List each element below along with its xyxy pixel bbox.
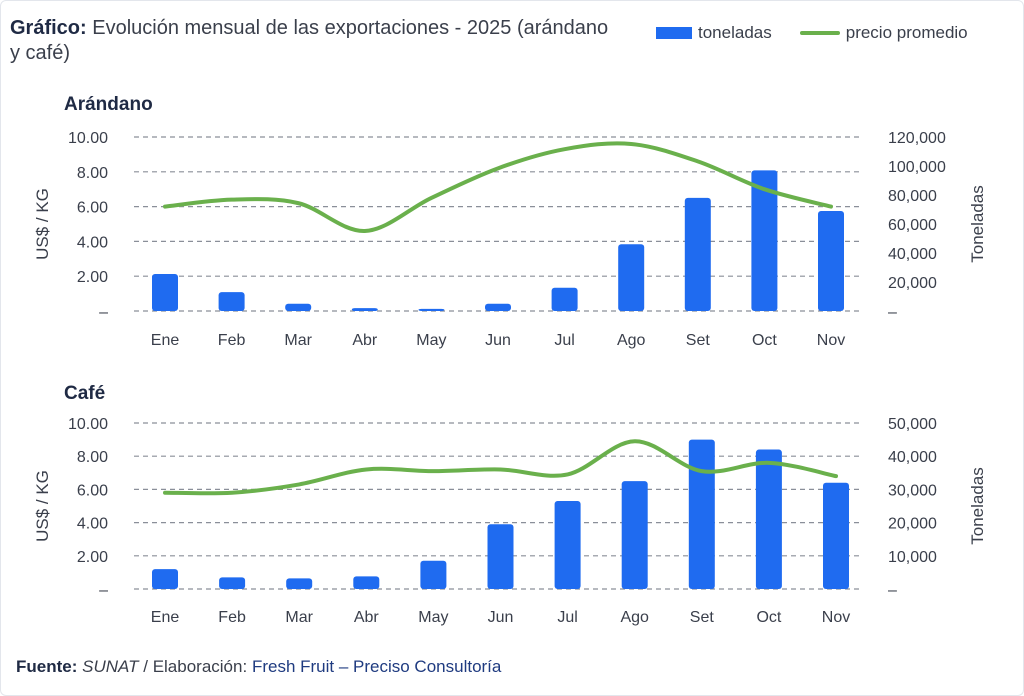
title-text: Evolución mensual de las exportaciones -… (10, 17, 609, 64)
category-label: Abr (354, 609, 380, 626)
category-label: Jun (488, 609, 514, 626)
category-label: Nov (817, 332, 845, 349)
bar-toneladas (688, 439, 715, 589)
right-tick-label: 30,000 (888, 482, 937, 499)
line-precio-promedio (163, 439, 838, 496)
right-tick-label: – (888, 304, 897, 321)
left-tick-label: – (99, 304, 108, 321)
y-axis-title: US$ / KG (33, 188, 52, 260)
bar-toneladas (285, 303, 312, 311)
bar-toneladas (551, 287, 578, 311)
category-label: Set (686, 332, 711, 349)
category-label: Mar (284, 332, 312, 349)
right-tick-label: 40,000 (888, 246, 937, 263)
category-label: Jul (557, 609, 577, 626)
left-tick-label: 6.00 (77, 200, 108, 217)
category-label: Feb (218, 332, 246, 349)
source-value: SUNAT (82, 657, 139, 676)
bar-toneladas (554, 501, 581, 589)
elab-label: Elaboración: (152, 657, 248, 676)
category-label: Jul (554, 332, 574, 349)
left-tick-label: 8.00 (77, 449, 108, 466)
bar-toneladas (420, 560, 447, 589)
left-tick-label: 8.00 (77, 165, 108, 182)
right-tick-label: 100,000 (888, 159, 946, 176)
bar-toneladas (218, 292, 245, 311)
bar-toneladas (755, 449, 782, 589)
category-label: Jun (485, 332, 511, 349)
left-tick-label: 10.00 (68, 130, 108, 147)
y2-axis-title: Toneladas (968, 467, 987, 545)
right-tick-label: 50,000 (888, 416, 937, 433)
bar-toneladas (418, 308, 445, 311)
left-tick-label: 2.00 (77, 269, 108, 286)
left-tick-label: 4.00 (77, 516, 108, 533)
category-label: May (416, 332, 446, 349)
category-label: Ene (151, 332, 180, 349)
category-label: Ene (151, 609, 180, 626)
subchart-title: Arándano (64, 94, 153, 115)
right-tick-label: 120,000 (888, 130, 946, 147)
legend-bar-swatch (656, 27, 692, 39)
legend: toneladas precio promedio (656, 22, 968, 44)
category-label: Set (690, 609, 715, 626)
bar-toneladas (351, 308, 378, 311)
source-separator: / (143, 657, 148, 676)
bar-toneladas (618, 244, 645, 311)
bar-toneladas (353, 576, 380, 589)
bar-toneladas (487, 524, 514, 589)
subchart-title: Café (64, 383, 105, 404)
right-tick-label: 20,000 (888, 275, 937, 292)
title-prefix: Gráfico: (10, 17, 87, 39)
category-label: Ago (617, 332, 646, 349)
bar-toneladas (621, 481, 648, 589)
left-tick-label: 6.00 (77, 482, 108, 499)
left-tick-label: – (99, 582, 108, 599)
left-tick-label: 2.00 (77, 549, 108, 566)
right-tick-label: 60,000 (888, 217, 937, 234)
right-tick-label: – (888, 582, 897, 599)
right-tick-label: 40,000 (888, 449, 937, 466)
category-label: May (418, 609, 448, 626)
bar-toneladas (818, 210, 844, 311)
chart-title: Gráfico: Evolución mensual de las export… (10, 16, 610, 66)
right-tick-label: 10,000 (888, 549, 937, 566)
bar-toneladas (485, 303, 511, 311)
y2-axis-title: Toneladas (968, 185, 987, 263)
left-tick-label: 4.00 (77, 234, 108, 251)
bar-toneladas (286, 578, 313, 589)
category-label: Oct (752, 332, 777, 349)
bar-toneladas (152, 274, 178, 311)
right-tick-label: 20,000 (888, 516, 937, 533)
right-tick-label: 80,000 (888, 188, 937, 205)
legend-line-swatch (799, 31, 840, 35)
y-axis-title: US$ / KG (33, 470, 52, 542)
left-tick-label: 10.00 (68, 416, 108, 433)
bar-toneladas (823, 482, 849, 589)
category-label: Feb (218, 609, 246, 626)
category-label: Oct (756, 609, 781, 626)
category-label: Nov (822, 609, 850, 626)
legend-bar-label: toneladas (698, 23, 772, 42)
footer-source: Fuente: SUNAT / Elaboración: Fresh Fruit… (16, 657, 501, 677)
category-label: Ago (620, 609, 649, 626)
category-label: Abr (352, 332, 378, 349)
source-label: Fuente: (16, 657, 78, 676)
bar-toneladas (684, 197, 711, 311)
line-precio-promedio (163, 141, 833, 233)
elab-value: Fresh Fruit – Preciso Consultoría (251, 657, 502, 676)
category-label: Mar (285, 609, 313, 626)
bar-toneladas (152, 569, 178, 589)
legend-line-label: precio promedio (845, 23, 968, 42)
bar-toneladas (219, 577, 246, 589)
bar-toneladas (751, 170, 778, 311)
